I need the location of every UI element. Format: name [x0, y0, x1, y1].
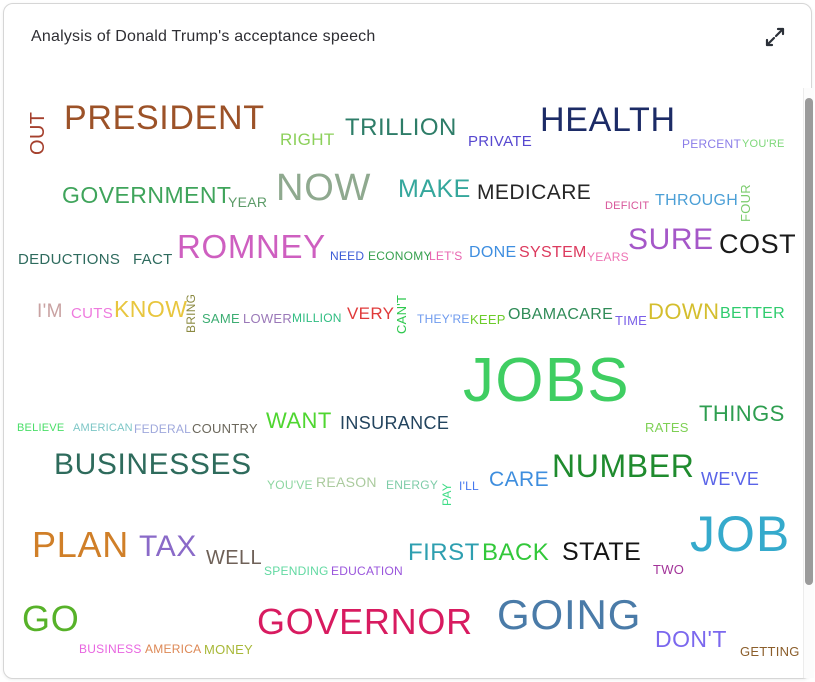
cloud-word: GOVERNMENT [62, 182, 232, 208]
cloud-word: RIGHT [280, 130, 335, 149]
cloud-word: INSURANCE [340, 413, 450, 433]
cloud-word: FIRST [408, 539, 480, 566]
cloud-word: GOING [497, 591, 642, 638]
cloud-word: SURE [628, 223, 714, 256]
page-title: Analysis of Donald Trump's acceptance sp… [31, 28, 376, 45]
cloud-word: CAN'T [394, 294, 409, 334]
scrollbar-track[interactable] [803, 88, 814, 678]
cloud-word: FACT [133, 251, 173, 268]
cloud-word: FEDERAL [134, 422, 192, 436]
cloud-word: TAX [139, 530, 197, 563]
cloud-word: OBAMACARE [508, 306, 614, 323]
cloud-word: AMERICAN [73, 422, 133, 434]
card [3, 3, 812, 679]
cloud-word: YOU'VE [267, 478, 313, 492]
cloud-word: KNOW [114, 296, 188, 322]
expand-arrows-icon [765, 27, 785, 47]
cloud-word: DEDUCTIONS [18, 251, 121, 268]
cloud-word: MILLION [292, 311, 342, 325]
cloud-word: VERY [347, 304, 395, 323]
cloud-word: ROMNEY [177, 228, 326, 265]
cloud-word: HEALTH [540, 101, 676, 139]
cloud-word: BETTER [720, 305, 786, 322]
cloud-word: THROUGH [655, 192, 739, 209]
cloud-word: ECONOMY [368, 249, 432, 263]
cloud-word: CARE [489, 468, 550, 491]
cloud-word: NEED [330, 249, 365, 263]
cloud-word: STATE [562, 538, 642, 566]
cloud-word: WELL [206, 547, 263, 569]
cloud-word: BUSINESS [79, 642, 142, 656]
cloud-word: PERCENT [682, 137, 742, 151]
cloud-word: TIME [615, 313, 648, 328]
cloud-word: BRING [184, 293, 198, 333]
expand-button[interactable] [763, 24, 789, 50]
cloud-word: WANT [266, 408, 332, 433]
cloud-word: PLAN [32, 524, 129, 565]
cloud-word: KEEP [470, 312, 506, 327]
cloud-word: DONE [469, 244, 517, 261]
cloud-word: YEAR [228, 194, 268, 210]
cloud-word: SAME [202, 311, 240, 326]
cloud-word: DOWN [648, 299, 720, 324]
card-header: Analysis of Donald Trump's acceptance sp… [4, 4, 811, 62]
cloud-word: MONEY [204, 642, 253, 657]
cloud-word: EDUCATION [331, 564, 403, 578]
cloud-word: YOU'RE [742, 138, 785, 150]
cloud-word: I'LL [459, 479, 479, 493]
cloud-word: DON'T [655, 626, 727, 652]
cloud-word: FOUR [738, 184, 753, 222]
cloud-word: NOW [276, 167, 372, 209]
cloud-word: DEFICIT [605, 200, 650, 212]
cloud-word: BUSINESSES [54, 448, 252, 481]
cloud-word: LOWER [243, 311, 292, 326]
cloud-word: THINGS [699, 401, 785, 426]
cloud-word: RATES [645, 420, 689, 435]
cloud-word: MAKE [398, 175, 471, 203]
cloud-word: COUNTRY [192, 421, 258, 436]
cloud-word: THEY'RE [417, 312, 470, 326]
cloud-word: GOVERNOR [257, 601, 473, 642]
cloud-word: TRILLION [345, 114, 457, 141]
cloud-word: PRESIDENT [64, 99, 265, 137]
cloud-word: NUMBER [552, 448, 695, 484]
cloud-word: REASON [316, 474, 377, 490]
cloud-word: LET'S [429, 249, 463, 263]
cloud-word: ENERGY [386, 478, 439, 492]
cloud-word: GO [22, 598, 80, 639]
cloud-word: PRIVATE [468, 133, 533, 150]
cloud-word: BACK [482, 539, 550, 566]
cloud-word: JOBS [463, 346, 630, 415]
cloud-word: BELIEVE [17, 422, 65, 434]
cloud-word: GETTING [740, 644, 800, 659]
cloud-word: TWO [653, 562, 685, 577]
cloud-word: OUT [27, 111, 49, 155]
cloud-word: YEARS [587, 250, 629, 264]
cloud-word: COST [719, 229, 797, 259]
cloud-word: CUTS [71, 305, 114, 322]
cloud-word: MEDICARE [477, 181, 592, 204]
cloud-word: PAY [440, 483, 454, 506]
cloud-word: I'M [37, 301, 63, 322]
cloud-word: WE'VE [701, 469, 760, 489]
cloud-word: SYSTEM [519, 244, 587, 261]
cloud-word: JOB [690, 506, 791, 562]
cloud-word: AMERICA [145, 642, 202, 656]
scrollbar-thumb[interactable] [805, 98, 813, 585]
cloud-word: SPENDING [264, 564, 329, 578]
